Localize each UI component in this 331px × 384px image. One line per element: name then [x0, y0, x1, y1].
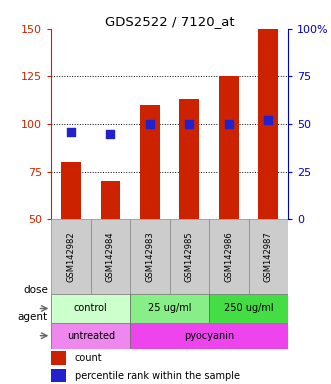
Bar [51, 219, 91, 294]
Text: 250 ug/ml: 250 ug/ml [224, 303, 273, 313]
Bar [209, 294, 288, 323]
Point [147, 121, 153, 127]
Bar [130, 294, 209, 323]
Bar [61, 162, 81, 219]
Text: GSM142987: GSM142987 [264, 232, 273, 282]
Bar [179, 99, 199, 219]
Bar [101, 181, 120, 219]
Text: GSM142986: GSM142986 [224, 232, 233, 282]
Bar [91, 219, 130, 294]
Point [69, 129, 74, 135]
Bar [130, 323, 288, 349]
Text: GSM142984: GSM142984 [106, 232, 115, 282]
Text: control: control [74, 303, 108, 313]
Text: untreated: untreated [67, 331, 115, 341]
Bar [140, 105, 160, 219]
Text: count: count [75, 353, 103, 363]
Bar [169, 219, 209, 294]
Bar [51, 323, 130, 349]
Bar [209, 219, 249, 294]
Text: 25 ug/ml: 25 ug/ml [148, 303, 191, 313]
Text: GSM142985: GSM142985 [185, 232, 194, 282]
Bar [51, 351, 66, 364]
Point [265, 117, 271, 123]
Title: GDS2522 / 7120_at: GDS2522 / 7120_at [105, 15, 234, 28]
Bar [51, 369, 66, 382]
Text: pyocyanin: pyocyanin [184, 331, 234, 341]
Point [187, 121, 192, 127]
Bar [51, 294, 130, 323]
Bar [259, 29, 278, 219]
Bar [249, 219, 288, 294]
Text: agent: agent [18, 312, 48, 322]
Point [226, 121, 231, 127]
Text: GSM142982: GSM142982 [67, 232, 75, 282]
Text: percentile rank within the sample: percentile rank within the sample [75, 371, 240, 381]
Bar [130, 219, 169, 294]
Text: dose: dose [23, 285, 48, 295]
Bar [219, 76, 239, 219]
Point [108, 131, 113, 137]
Text: GSM142983: GSM142983 [145, 232, 155, 282]
